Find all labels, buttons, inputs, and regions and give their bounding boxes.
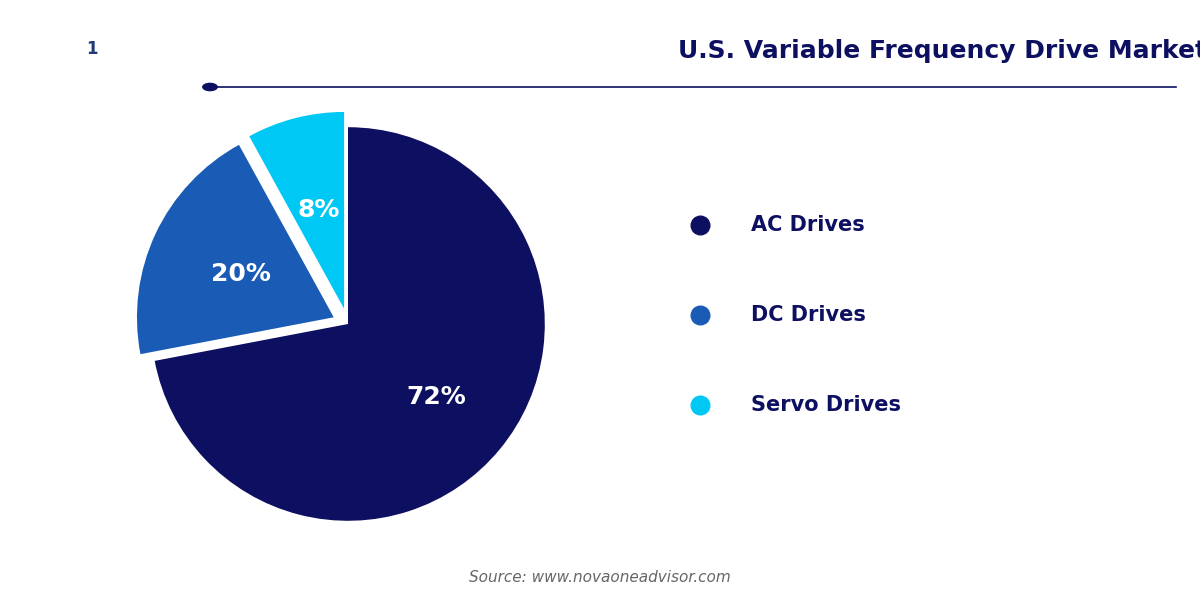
Text: 20%: 20% bbox=[211, 262, 271, 286]
FancyBboxPatch shape bbox=[80, 28, 104, 69]
Point bbox=[691, 400, 710, 410]
Text: 1: 1 bbox=[86, 40, 98, 58]
Wedge shape bbox=[155, 127, 545, 521]
Text: AC Drives: AC Drives bbox=[751, 215, 864, 235]
Text: 8%: 8% bbox=[298, 197, 340, 221]
Text: Source: www.novaoneadvisor.com: Source: www.novaoneadvisor.com bbox=[469, 570, 731, 585]
Wedge shape bbox=[137, 145, 334, 354]
Text: U.S. Variable Frequency Drive Market Share, By Product Type, 2023 (%): U.S. Variable Frequency Drive Market Sha… bbox=[678, 39, 1200, 63]
Text: ADVISOR: ADVISOR bbox=[128, 42, 197, 55]
Text: 72%: 72% bbox=[406, 385, 466, 409]
Point bbox=[691, 220, 710, 230]
Point bbox=[691, 310, 710, 320]
Text: Servo Drives: Servo Drives bbox=[751, 395, 901, 415]
Text: DC Drives: DC Drives bbox=[751, 305, 865, 325]
Text: NOVA: NOVA bbox=[25, 40, 78, 58]
Wedge shape bbox=[250, 112, 344, 309]
